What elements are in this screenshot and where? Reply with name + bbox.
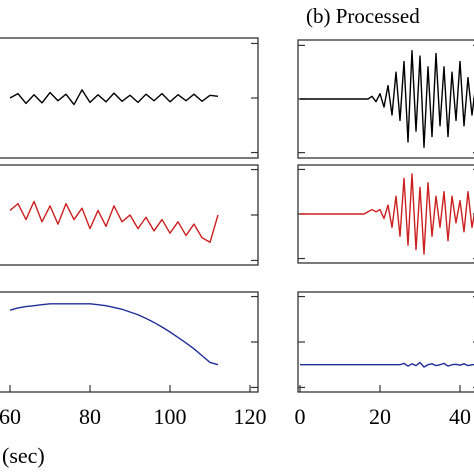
x-tick-label: 40 [449, 404, 471, 429]
x-tick-label: 80 [79, 404, 101, 429]
panel-title: (b) Processed [306, 4, 420, 28]
panel-frame [0, 37, 259, 159]
x-tick-label: 60 [0, 404, 21, 429]
x-axis-label: (sec) [2, 443, 45, 468]
x-tick-label: 100 [154, 404, 187, 429]
panel-frame [297, 291, 474, 393]
signal-line [300, 173, 474, 255]
x-tick-label: 0 [295, 404, 306, 429]
signal-line [9, 89, 219, 106]
panel-frame [0, 291, 259, 393]
x-tick-label: 20 [369, 404, 391, 429]
x-tick-label: 120 [234, 404, 267, 429]
signal-line [9, 200, 219, 243]
signal-line [300, 50, 474, 148]
signal-line [9, 303, 219, 366]
signal-line [300, 361, 474, 368]
